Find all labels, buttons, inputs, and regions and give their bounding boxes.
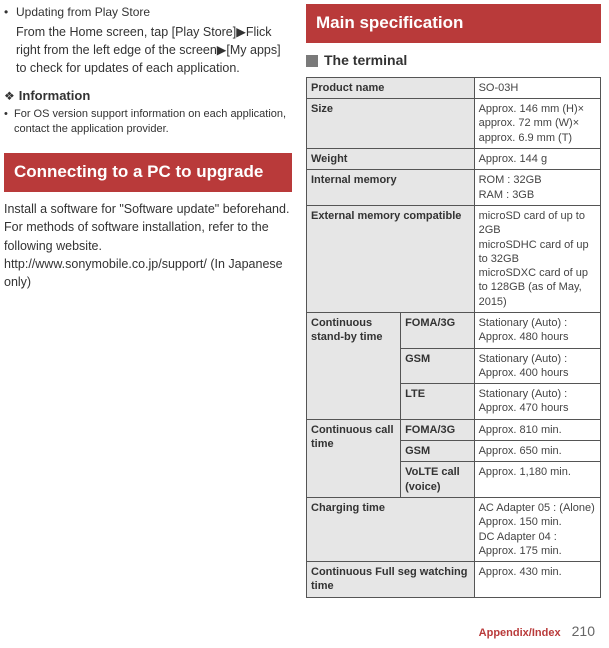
cell-label: Charging time <box>307 497 475 561</box>
table-row: Charging time AC Adapter 05 : (Alone) Ap… <box>307 497 601 561</box>
cell-sublabel: GSM <box>401 348 475 384</box>
page-number: 210 <box>572 623 595 639</box>
table-row: Continuous stand-by time FOMA/3G Station… <box>307 313 601 349</box>
cell-value: Approx. 146 mm (H)× approx. 72 mm (W)× a… <box>474 99 600 149</box>
table-row: Size Approx. 146 mm (H)× approx. 72 mm (… <box>307 99 601 149</box>
update-item: • Updating from Play Store <box>4 4 292 21</box>
section-title: The terminal <box>324 51 407 71</box>
cell-sublabel: FOMA/3G <box>401 313 475 349</box>
table-row: Weight Approx. 144 g <box>307 149 601 170</box>
cell-label: Weight <box>307 149 475 170</box>
cell-sublabel: GSM <box>401 441 475 462</box>
cell-value: Stationary (Auto) : Approx. 470 hours <box>474 384 600 420</box>
table-row: Internal memory ROM : 32GB RAM : 3GB <box>307 170 601 206</box>
left-banner: Connecting to a PC to upgrade <box>4 153 292 192</box>
footer-label: Appendix/Index <box>479 627 561 639</box>
left-column: • Updating from Play Store From the Home… <box>4 4 292 598</box>
bullet-dot: • <box>4 107 14 137</box>
right-column: Main specification The terminal Product … <box>306 4 601 598</box>
cell-label: Size <box>307 99 475 149</box>
cell-value: Stationary (Auto) : Approx. 480 hours <box>474 313 600 349</box>
cell-label: External memory compatible <box>307 205 475 312</box>
table-row: Product name SO-03H <box>307 77 601 98</box>
table-row: External memory compatible microSD card … <box>307 205 601 312</box>
info-heading-row: ❖ Information <box>4 87 292 105</box>
info-heading: Information <box>19 87 91 105</box>
footer: Appendix/Index 210 <box>479 622 595 642</box>
info-note: • For OS version support information on … <box>4 107 292 137</box>
square-icon <box>306 55 318 67</box>
cell-value: Approx. 144 g <box>474 149 600 170</box>
info-body: For OS version support information on ea… <box>14 107 292 137</box>
update-title: Updating from Play Store <box>16 4 292 21</box>
cell-value: Approx. 430 min. <box>474 562 600 598</box>
update-body: From the Home screen, tap [Play Store]▶F… <box>4 23 292 77</box>
install-body: Install a software for "Software update"… <box>4 200 292 291</box>
cell-label: Continuous Full seg watching time <box>307 562 475 598</box>
cell-label: Continuous call time <box>307 419 401 497</box>
cell-value: Approx. 650 min. <box>474 441 600 462</box>
cell-value: ROM : 32GB RAM : 3GB <box>474 170 600 206</box>
cell-value: Approx. 810 min. <box>474 419 600 440</box>
cell-label: Continuous stand-by time <box>307 313 401 420</box>
right-banner: Main specification <box>306 4 601 43</box>
spec-table: Product name SO-03H Size Approx. 146 mm … <box>306 77 601 598</box>
bullet-dot: • <box>4 4 16 21</box>
table-row: Continuous Full seg watching time Approx… <box>307 562 601 598</box>
cell-value: Stationary (Auto) : Approx. 400 hours <box>474 348 600 384</box>
cell-label: Product name <box>307 77 475 98</box>
section-heading-row: The terminal <box>306 51 601 71</box>
cell-sublabel: VoLTE call (voice) <box>401 462 475 498</box>
diamond-icon: ❖ <box>4 88 15 105</box>
cell-value: AC Adapter 05 : (Alone) Approx. 150 min.… <box>474 497 600 561</box>
cell-label: Internal memory <box>307 170 475 206</box>
table-row: Continuous call time FOMA/3G Approx. 810… <box>307 419 601 440</box>
page: • Updating from Play Store From the Home… <box>0 0 609 598</box>
cell-sublabel: FOMA/3G <box>401 419 475 440</box>
cell-value: microSD card of up to 2GB microSDHC card… <box>474 205 600 312</box>
cell-sublabel: LTE <box>401 384 475 420</box>
cell-value: Approx. 1,180 min. <box>474 462 600 498</box>
cell-value: SO-03H <box>474 77 600 98</box>
